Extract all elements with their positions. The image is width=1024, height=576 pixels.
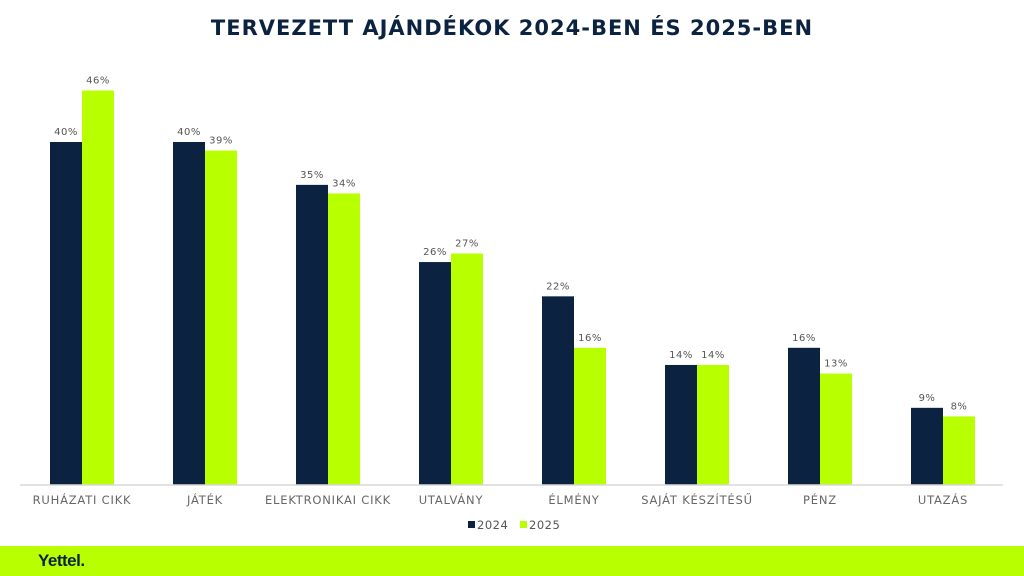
bar-2025 — [82, 90, 114, 486]
data-label: 16% — [792, 333, 816, 344]
bar-2024 — [542, 296, 574, 485]
data-label: 40% — [54, 127, 78, 138]
bar-2024 — [788, 347, 820, 485]
legend-swatch-2025 — [520, 521, 527, 528]
category-label: SAJÁT KÉSZÍTÉSŰ — [641, 492, 753, 507]
data-label: 22% — [546, 281, 570, 292]
bar-2024 — [50, 142, 82, 485]
category-label: PÉNZ — [803, 492, 837, 507]
category-label: JÁTÉK — [186, 492, 223, 507]
data-label: 14% — [669, 350, 693, 361]
chart-title: TERVEZETT AJÁNDÉKOK 2024-BEN ÉS 2025-BEN — [210, 16, 814, 40]
bar-2025 — [820, 373, 852, 485]
bar-2025 — [205, 150, 237, 485]
data-label: 14% — [701, 350, 725, 361]
bar-2024 — [296, 184, 328, 485]
data-label: 26% — [423, 247, 447, 258]
data-label: 8% — [951, 401, 968, 412]
bar-2025 — [574, 347, 606, 485]
bar-2025 — [943, 416, 975, 485]
data-label: 13% — [824, 359, 848, 370]
data-label: 9% — [919, 393, 936, 404]
category-label: ÉLMÉNY — [548, 492, 599, 507]
bar-2025 — [328, 193, 360, 485]
category-label: RUHÁZATI CIKK — [33, 492, 132, 507]
legend-swatch-2024 — [468, 521, 475, 528]
bar-2024 — [419, 262, 451, 485]
bar-2024 — [911, 407, 943, 485]
category-label: ELEKTRONIKAI CIKK — [265, 493, 391, 507]
data-label: 40% — [177, 127, 201, 138]
category-label: UTALVÁNY — [419, 492, 484, 507]
data-label: 39% — [209, 136, 233, 147]
data-label: 34% — [332, 178, 356, 189]
bar-2024 — [173, 142, 205, 485]
data-label: 35% — [300, 170, 324, 181]
bar-2025 — [451, 253, 483, 485]
data-label: 46% — [86, 76, 110, 87]
legend-label: 2025 — [529, 518, 560, 532]
data-label: 27% — [455, 238, 479, 249]
bar-2025 — [697, 364, 729, 485]
legend-label: 2024 — [477, 518, 508, 532]
footer-bar: Yettel. — [0, 546, 1024, 576]
category-label: UTAZÁS — [918, 492, 968, 507]
bar-2024 — [665, 364, 697, 485]
yettel-logo: Yettel. — [38, 551, 85, 570]
data-label: 16% — [578, 333, 602, 344]
bar-chart: 40% 46% RUHÁZATI CIKK 40% 39% JÁTÉK 35% 34% ELEK… — [20, 76, 1003, 532]
